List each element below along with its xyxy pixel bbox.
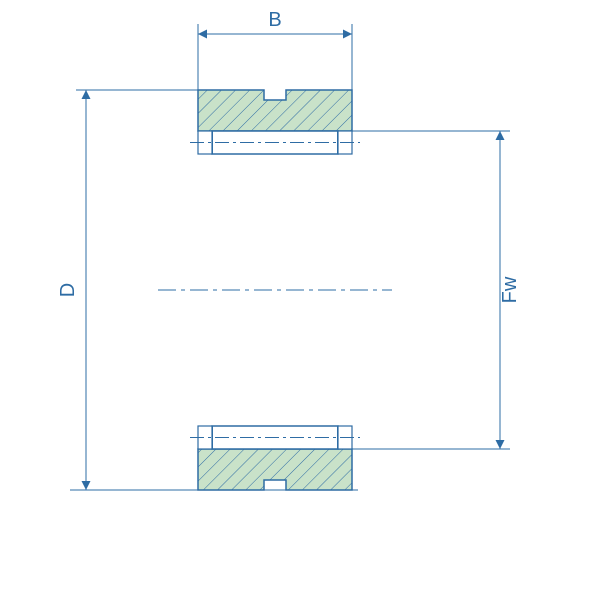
label-d: D (57, 283, 79, 297)
outer-ring-top (198, 90, 352, 131)
bearing-section-drawing: B D Fw (0, 0, 600, 600)
outer-ring-bottom (198, 449, 352, 490)
label-b: B (268, 9, 281, 31)
label-fw: Fw (499, 276, 521, 303)
